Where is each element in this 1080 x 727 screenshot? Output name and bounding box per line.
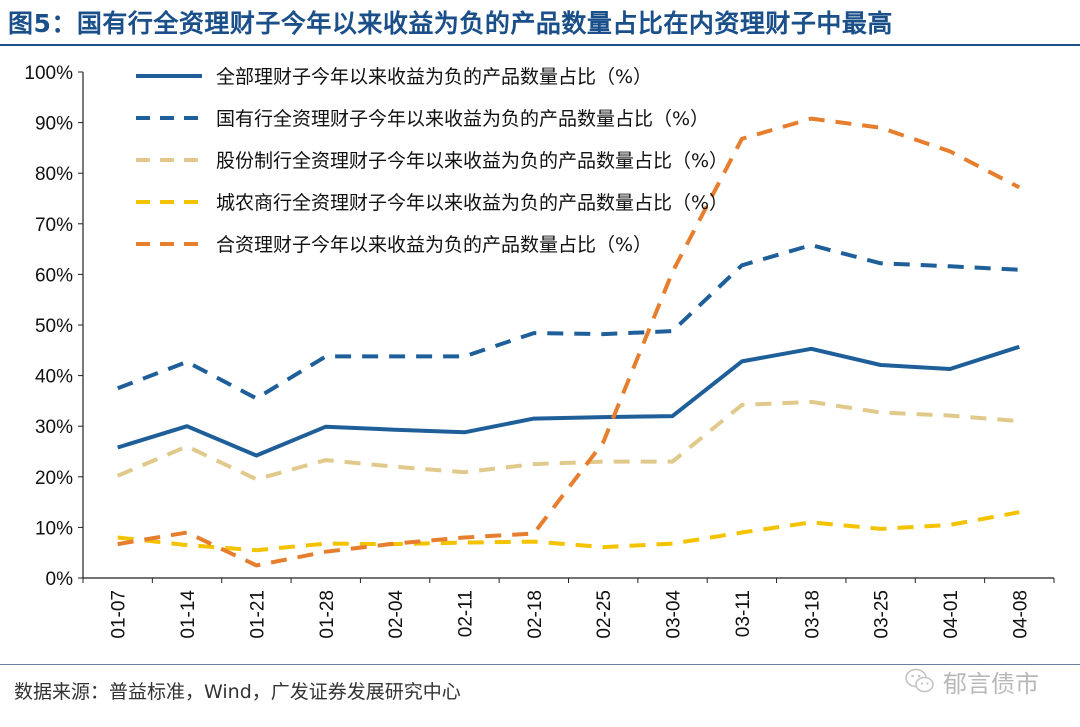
x-tick-label: 02-18 bbox=[525, 590, 546, 639]
title-divider bbox=[0, 44, 1080, 46]
x-tick-label: 02-11 bbox=[455, 590, 476, 637]
legend-label-4: 合资理财子今年以来收益为负的产品数量占比（%） bbox=[216, 234, 652, 256]
series-line-3 bbox=[117, 510, 1020, 553]
x-tick-label: 01-07 bbox=[109, 590, 130, 639]
line-chart: 0% 10% 20% 30% 40% 50% 60% 70% 80% 90% 100% 01-07 01… bbox=[24, 63, 1055, 639]
y-tick-label: 10% bbox=[35, 518, 73, 539]
series-line-4 bbox=[117, 116, 1021, 568]
x-tick-label: 04-08 bbox=[1010, 590, 1031, 639]
watermark-text: 郁言债市 bbox=[943, 669, 1039, 698]
legend-label-3: 城农商行全资理财子今年以来收益为负的产品数量占比（%） bbox=[216, 192, 728, 214]
x-tick-label: 01-21 bbox=[247, 590, 268, 639]
figure-title: 图5：国有行全资理财子今年以来收益为负的产品数量占比在内资理财子中最高 bbox=[8, 9, 893, 38]
legend-label-2: 股份制行全资理财子今年以来收益为负的产品数量占比（%） bbox=[216, 150, 728, 172]
y-tick-label: 60% bbox=[35, 265, 73, 286]
legend-label-0: 全部理财子今年以来收益为负的产品数量占比（%） bbox=[216, 66, 652, 88]
y-tick-label: 30% bbox=[35, 417, 73, 438]
x-tick-label: 03-11 bbox=[733, 590, 754, 637]
data-source: 数据来源：普益标准，Wind，广发证券发展研究中心 bbox=[14, 681, 461, 703]
footer-divider bbox=[0, 664, 1080, 665]
y-tick-label: 70% bbox=[35, 215, 73, 236]
y-tick-label: 40% bbox=[35, 367, 73, 388]
x-tick-label: 02-25 bbox=[594, 590, 615, 639]
x-tick-label: 01-28 bbox=[317, 590, 338, 639]
x-tick-label: 03-18 bbox=[802, 590, 823, 639]
series-line-0 bbox=[117, 344, 1020, 458]
wechat-icon bbox=[905, 668, 934, 693]
y-tick-label: 0% bbox=[46, 569, 74, 590]
y-tick-label: 80% bbox=[35, 164, 73, 185]
y-tick-label: 20% bbox=[35, 468, 73, 489]
x-tick-label: 02-04 bbox=[386, 590, 407, 639]
y-tick-label: 100% bbox=[24, 63, 73, 84]
legend-label-1: 国有行全资理财子今年以来收益为负的产品数量占比（%） bbox=[216, 108, 709, 130]
y-tick-label: 90% bbox=[35, 114, 73, 135]
y-tick-label: 50% bbox=[35, 316, 73, 337]
series-line-1 bbox=[116, 243, 1020, 401]
x-tick-label: 03-25 bbox=[872, 590, 893, 639]
x-tick-label: 03-04 bbox=[664, 590, 685, 639]
watermark: 郁言债市 bbox=[905, 664, 1039, 698]
x-tick-label: 04-01 bbox=[941, 590, 962, 639]
series-line-2 bbox=[116, 399, 1020, 482]
x-tick-label: 01-14 bbox=[178, 590, 199, 639]
title-bar: 图5：国有行全资理财子今年以来收益为负的产品数量占比在内资理财子中最高 bbox=[0, 0, 1080, 44]
